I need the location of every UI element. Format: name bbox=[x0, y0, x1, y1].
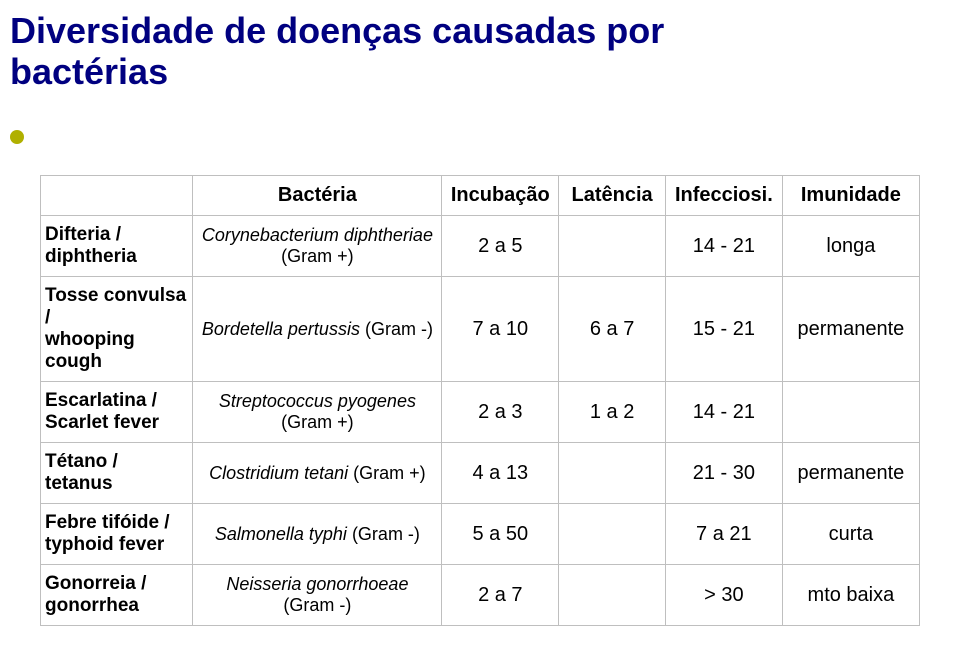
disease-cell: Difteria / diphtheria bbox=[41, 216, 193, 277]
table-row: Difteria / diphtheria Corynebacterium di… bbox=[41, 216, 920, 277]
gram-label: (Gram +) bbox=[348, 463, 426, 483]
table-header-row: Bactéria Incubação Latência Infecciosi. … bbox=[41, 176, 920, 216]
latency-cell bbox=[559, 504, 666, 565]
bacteria-cell: Neisseria gonorrhoeae (Gram -) bbox=[193, 565, 442, 626]
disease-line: Gonorreia / bbox=[45, 573, 146, 594]
disease-cell: Gonorreia / gonorrhea bbox=[41, 565, 193, 626]
gram-label: (Gram -) bbox=[360, 319, 433, 339]
slide-title: Diversidade de doenças causadas por bact… bbox=[0, 0, 960, 93]
incubation-cell: 2 a 7 bbox=[442, 565, 559, 626]
bacteria-name: Corynebacterium diphtheriae bbox=[202, 225, 433, 245]
disease-cell: Tétano / tetanus bbox=[41, 443, 193, 504]
bacteria-name: Neisseria gonorrhoeae bbox=[226, 574, 408, 594]
immunity-cell bbox=[782, 382, 919, 443]
bacteria-cell: Bordetella pertussis (Gram -) bbox=[193, 277, 442, 382]
incubation-cell: 5 a 50 bbox=[442, 504, 559, 565]
title-line-2: bactérias bbox=[10, 51, 168, 92]
incubation-cell: 2 a 5 bbox=[442, 216, 559, 277]
latency-cell bbox=[559, 443, 666, 504]
disease-line: whooping cough bbox=[45, 329, 135, 372]
table-row: Gonorreia / gonorrhea Neisseria gonorrho… bbox=[41, 565, 920, 626]
incubation-cell: 4 a 13 bbox=[442, 443, 559, 504]
disease-line: Tosse convulsa / bbox=[45, 285, 186, 328]
disease-line: typhoid fever bbox=[45, 534, 164, 555]
immunity-cell: permanente bbox=[782, 443, 919, 504]
table-row: Tétano / tetanus Clostridium tetani (Gra… bbox=[41, 443, 920, 504]
infect-cell: 15 - 21 bbox=[665, 277, 782, 382]
bacteria-name: Streptococcus pyogenes bbox=[219, 391, 416, 411]
diseases-table: Bactéria Incubação Latência Infecciosi. … bbox=[40, 175, 920, 626]
table-row: Tosse convulsa / whooping cough Bordetel… bbox=[41, 277, 920, 382]
infect-cell: 21 - 30 bbox=[665, 443, 782, 504]
disease-cell: Febre tifóide / typhoid fever bbox=[41, 504, 193, 565]
bacteria-name: Bordetella pertussis bbox=[202, 319, 360, 339]
gram-label: (Gram +) bbox=[281, 412, 354, 432]
incubation-cell: 2 a 3 bbox=[442, 382, 559, 443]
bacteria-cell: Streptococcus pyogenes (Gram +) bbox=[193, 382, 442, 443]
infect-cell: 14 - 21 bbox=[665, 382, 782, 443]
gram-label: (Gram -) bbox=[347, 524, 420, 544]
disease-line: gonorrhea bbox=[45, 595, 139, 616]
latency-cell: 6 a 7 bbox=[559, 277, 666, 382]
header-latency: Latência bbox=[559, 176, 666, 216]
bacteria-cell: Corynebacterium diphtheriae (Gram +) bbox=[193, 216, 442, 277]
disease-line: Febre tifóide / bbox=[45, 512, 170, 533]
header-bacteria: Bactéria bbox=[193, 176, 442, 216]
table-row: Febre tifóide / typhoid fever Salmonella… bbox=[41, 504, 920, 565]
bacteria-name: Clostridium tetani bbox=[209, 463, 348, 483]
latency-cell: 1 a 2 bbox=[559, 382, 666, 443]
bacteria-name: Salmonella typhi bbox=[215, 524, 347, 544]
header-infectiousness: Infecciosi. bbox=[665, 176, 782, 216]
disease-line: Difteria / bbox=[45, 224, 121, 245]
bacteria-cell: Salmonella typhi (Gram -) bbox=[193, 504, 442, 565]
header-empty bbox=[41, 176, 193, 216]
disease-line: diphtheria bbox=[45, 246, 137, 267]
disease-line: Tétano / tetanus bbox=[45, 451, 118, 494]
incubation-cell: 7 a 10 bbox=[442, 277, 559, 382]
infect-cell: 14 - 21 bbox=[665, 216, 782, 277]
immunity-cell: curta bbox=[782, 504, 919, 565]
latency-cell bbox=[559, 565, 666, 626]
infect-cell: 7 a 21 bbox=[665, 504, 782, 565]
immunity-cell: mto baixa bbox=[782, 565, 919, 626]
gram-label: (Gram +) bbox=[281, 246, 354, 266]
gram-label: (Gram -) bbox=[283, 595, 351, 615]
infect-cell: > 30 bbox=[665, 565, 782, 626]
table-row: Escarlatina / Scarlet fever Streptococcu… bbox=[41, 382, 920, 443]
bacteria-cell: Clostridium tetani (Gram +) bbox=[193, 443, 442, 504]
disease-cell: Escarlatina / Scarlet fever bbox=[41, 382, 193, 443]
bullet-icon bbox=[10, 130, 24, 144]
disease-line: Escarlatina / bbox=[45, 390, 157, 411]
immunity-cell: permanente bbox=[782, 277, 919, 382]
diseases-table-wrap: Bactéria Incubação Latência Infecciosi. … bbox=[40, 175, 920, 626]
latency-cell bbox=[559, 216, 666, 277]
immunity-cell: longa bbox=[782, 216, 919, 277]
header-incubation: Incubação bbox=[442, 176, 559, 216]
title-line-1: Diversidade de doenças causadas por bbox=[10, 10, 664, 51]
disease-line: Scarlet fever bbox=[45, 412, 159, 433]
header-immunity: Imunidade bbox=[782, 176, 919, 216]
disease-cell: Tosse convulsa / whooping cough bbox=[41, 277, 193, 382]
